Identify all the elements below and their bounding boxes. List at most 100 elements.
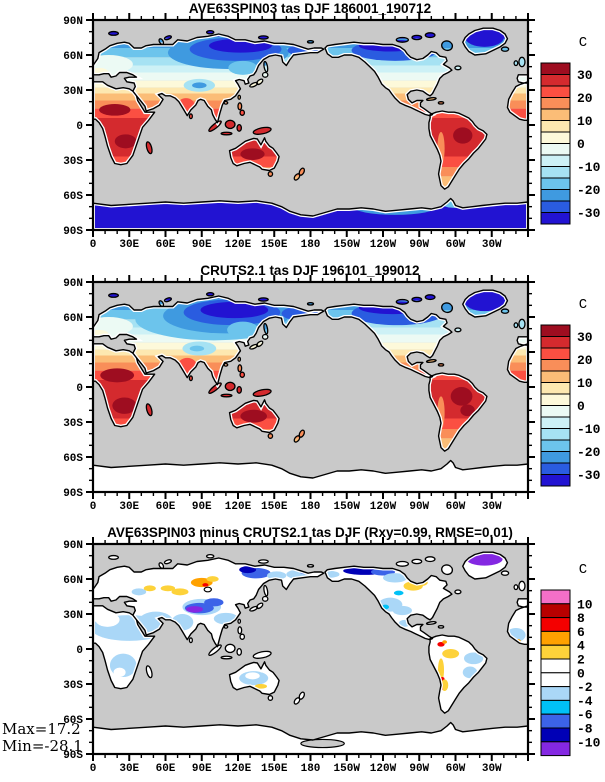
x-tick-label: 120W — [370, 239, 397, 251]
colorbar-cell — [540, 603, 571, 619]
island-outline — [293, 173, 301, 181]
colorbar-cell — [540, 108, 571, 121]
y-tick-label: 60S — [63, 191, 83, 203]
island-outline — [263, 585, 268, 596]
anomaly-region — [437, 642, 445, 647]
y-tick-label: 60S — [63, 453, 83, 465]
island-outline — [240, 110, 244, 115]
continent-outline — [93, 552, 528, 754]
island-outline — [438, 626, 443, 628]
colorbar-cell — [540, 370, 571, 383]
continent-outline — [93, 28, 528, 230]
colorbar-cell — [540, 699, 571, 715]
island-outline — [238, 95, 240, 99]
island-outline — [259, 298, 269, 301]
colorbar-cell — [540, 686, 571, 701]
x-tick-label: 90W — [409, 763, 429, 775]
x-tick-label: 30W — [482, 501, 502, 513]
island-outline — [263, 597, 268, 602]
island-outline — [224, 626, 228, 629]
colorbar-cell — [540, 462, 571, 475]
colorbar-tick-label: 10 — [577, 376, 593, 391]
island-outline — [208, 644, 223, 657]
colorbar-cell — [540, 74, 571, 87]
map-frame — [91, 280, 530, 494]
island-outline — [238, 357, 240, 361]
colorbar-tick-label: 4 — [577, 639, 585, 654]
colorbar-cell — [540, 741, 571, 757]
y-tick-label: 30N — [63, 348, 83, 360]
anomaly-region — [204, 587, 211, 592]
y-tick-label: 90N — [63, 540, 83, 552]
colorbar-unit-label: C — [579, 297, 587, 313]
x-tick-label: 0 — [90, 763, 97, 775]
x-tick-label: 60W — [446, 501, 466, 513]
colorbar-cell — [540, 131, 571, 144]
island-outline — [207, 31, 214, 34]
map-canvas — [85, 20, 528, 230]
island-outline — [263, 323, 268, 334]
colorbar-tick-label: 20 — [577, 91, 593, 106]
island-outline — [237, 649, 241, 656]
island-outline — [412, 35, 422, 39]
island-outline — [501, 309, 508, 313]
island-outline — [259, 560, 269, 563]
island-outline — [249, 344, 258, 350]
island-outline — [514, 585, 518, 590]
colorbar-cell — [540, 97, 571, 110]
island-outline — [268, 172, 272, 177]
colorbar-cell — [540, 589, 571, 605]
anomaly-region — [114, 134, 137, 149]
island-outline — [109, 556, 119, 560]
island-outline — [164, 297, 172, 302]
anomaly-region — [204, 598, 224, 607]
x-tick-label: 180 — [301, 763, 321, 775]
anomaly-region — [200, 301, 269, 319]
island-outline — [237, 387, 241, 394]
colorbar-tick-label: -10 — [577, 735, 601, 750]
anomaly-region — [192, 82, 207, 89]
island-outline — [253, 650, 272, 660]
colorbar-cell — [540, 405, 571, 418]
x-tick-label: 120E — [225, 501, 252, 513]
island-outline — [307, 565, 313, 567]
colorbar-cell — [540, 474, 571, 487]
map-canvas — [85, 282, 528, 492]
island-outline — [293, 697, 301, 705]
x-tick-label: 180 — [301, 501, 321, 513]
anomaly-region — [442, 640, 448, 644]
island-outline — [158, 300, 164, 307]
anomaly-region — [465, 28, 504, 47]
anomaly-region — [392, 605, 412, 616]
panel-title: CRUTS2.1 tas DJF 196101_199012 — [200, 263, 419, 278]
island-outline — [440, 301, 454, 313]
island-outline — [238, 627, 242, 634]
anomaly-region — [99, 104, 131, 116]
y-tick-label: 90S — [63, 750, 83, 762]
x-tick-label: 0 — [90, 239, 97, 251]
island-outline — [237, 125, 241, 132]
anomaly-region — [228, 60, 258, 75]
island-outline — [519, 581, 525, 590]
anomaly-region — [171, 588, 189, 596]
colorbar-tick-label: 8 — [577, 611, 585, 626]
axes: 0 30E 60E 90E 120E 150E 180 150W 120W 90W 60W 30W 90… — [63, 537, 535, 775]
island-outline — [158, 562, 164, 569]
island-outline — [514, 323, 518, 328]
colorbar-cell — [540, 672, 571, 688]
anomaly-region — [450, 387, 473, 406]
colorbar-cell — [540, 644, 571, 660]
island-outline — [225, 644, 235, 652]
colorbar-cell — [540, 336, 571, 349]
x-tick-label: 150E — [261, 239, 288, 251]
map-frame — [91, 18, 530, 232]
x-tick-label: 60E — [156, 239, 176, 251]
colorbar-cell — [540, 212, 571, 225]
y-tick-label: 60N — [63, 575, 83, 587]
island-outline — [263, 335, 268, 340]
y-tick-label: 0 — [76, 383, 83, 395]
colorbar-tick-label: -30 — [577, 468, 601, 483]
anomaly-region — [393, 590, 404, 596]
